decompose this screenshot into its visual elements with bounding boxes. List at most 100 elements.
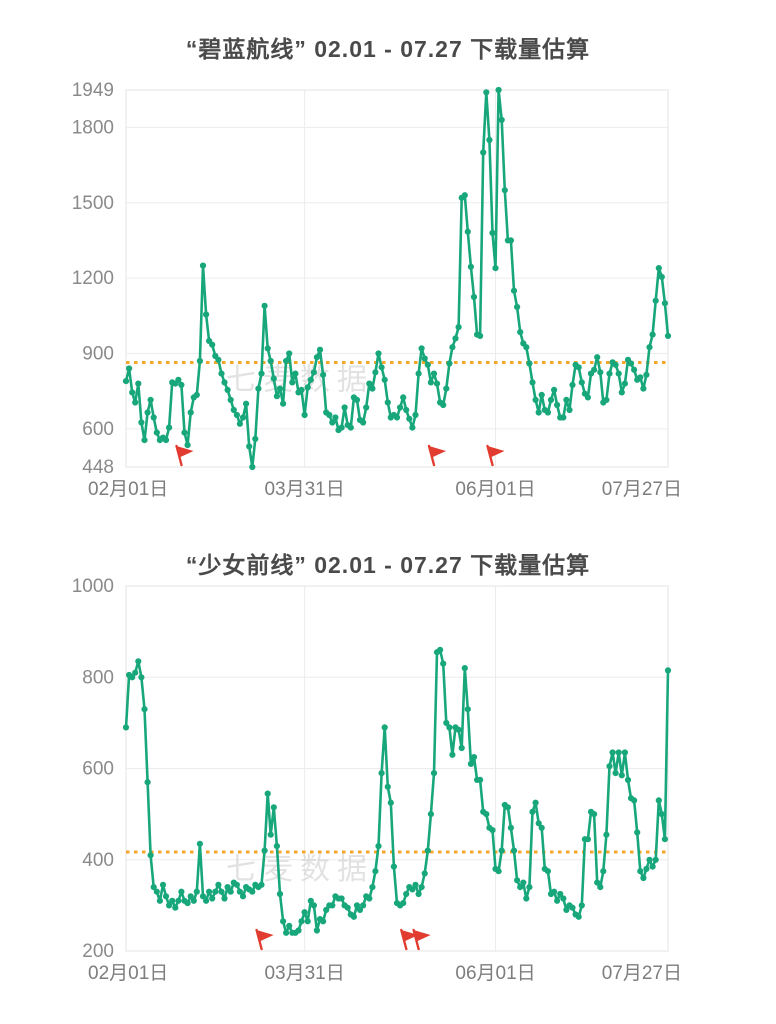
data-point xyxy=(470,293,478,301)
data-point xyxy=(495,86,502,94)
data-point xyxy=(261,302,268,309)
data-point xyxy=(138,674,145,681)
data-point xyxy=(270,804,277,811)
data-point xyxy=(612,770,619,777)
y-gridlines xyxy=(126,89,668,468)
data-point xyxy=(298,386,305,393)
data-point xyxy=(295,927,302,934)
x-tick-label: 03月31日 xyxy=(264,963,344,984)
data-point xyxy=(384,399,391,406)
data-point xyxy=(510,847,518,854)
data-point xyxy=(378,364,385,371)
data-point xyxy=(332,414,339,421)
data-point xyxy=(529,379,536,386)
data-point xyxy=(664,667,672,674)
data-point xyxy=(646,344,653,351)
data-point xyxy=(535,820,542,827)
data-point xyxy=(532,799,539,806)
data-point xyxy=(360,902,367,909)
data-point xyxy=(393,414,401,421)
data-point xyxy=(132,399,139,406)
data-point xyxy=(464,228,471,235)
data-point xyxy=(221,379,228,386)
data-point xyxy=(320,918,327,925)
flag-banner xyxy=(487,446,505,457)
data-point xyxy=(554,401,561,409)
data-point xyxy=(597,884,604,891)
plot-border xyxy=(125,89,669,468)
data-point xyxy=(372,868,379,875)
data-point xyxy=(591,811,598,818)
data-point xyxy=(427,379,434,386)
data-point xyxy=(255,385,262,392)
data-point xyxy=(132,669,139,676)
data-point xyxy=(661,836,669,843)
data-point xyxy=(203,311,210,318)
data-point xyxy=(166,902,173,909)
flag-icon xyxy=(412,928,431,951)
x-tick-label: 07月27日 xyxy=(602,479,682,500)
data-point xyxy=(483,811,490,818)
y-tick-label: 400 xyxy=(82,850,114,871)
data-point xyxy=(412,881,419,888)
data-point xyxy=(326,411,333,419)
data-point xyxy=(489,229,496,236)
data-point xyxy=(627,360,635,367)
data-point xyxy=(310,902,317,909)
azur-lane-chart-title: “碧蓝航线” 02.01 - 07.27 下载量估算 xyxy=(185,36,591,62)
data-point xyxy=(286,350,293,357)
data-point xyxy=(258,881,265,888)
data-point xyxy=(230,406,237,414)
y-tick-label: 600 xyxy=(82,419,114,440)
data-point xyxy=(286,922,293,929)
x-tick-label: 06月01日 xyxy=(455,479,535,500)
data-point xyxy=(344,904,351,911)
data-point xyxy=(520,879,527,886)
data-point xyxy=(467,263,474,270)
data-point xyxy=(156,897,163,904)
data-point xyxy=(144,779,151,786)
data-point xyxy=(215,881,222,888)
data-point xyxy=(430,370,438,377)
data-point xyxy=(153,888,160,895)
x-axis-tick-labels: 02月01日 03月31日 06月01日 07月27日 xyxy=(88,479,682,500)
flag-pole xyxy=(427,444,436,467)
data-point xyxy=(464,706,471,713)
data-point xyxy=(489,827,496,834)
data-point xyxy=(227,396,234,403)
data-point xyxy=(184,900,191,907)
data-point xyxy=(449,751,456,758)
data-point xyxy=(384,783,391,790)
data-point xyxy=(221,895,228,902)
data-point xyxy=(575,364,582,371)
data-point xyxy=(236,420,243,427)
data-point xyxy=(196,840,203,847)
data-point xyxy=(501,187,508,194)
data-point xyxy=(313,927,320,934)
data-point xyxy=(655,797,662,804)
data-point xyxy=(597,369,604,376)
data-point xyxy=(538,824,545,831)
data-point xyxy=(298,918,305,925)
data-point xyxy=(535,409,542,416)
data-point xyxy=(162,893,170,900)
data-point xyxy=(307,897,314,904)
data-point xyxy=(578,902,585,909)
y-axis-tick-labels: 1949 1800 1500 1200 900 600 448 xyxy=(72,80,114,478)
data-point xyxy=(227,888,234,895)
data-point xyxy=(418,884,425,891)
data-point xyxy=(249,888,256,895)
data-point xyxy=(366,895,373,902)
data-point xyxy=(504,804,511,811)
data-point xyxy=(122,378,130,385)
data-point xyxy=(203,897,210,904)
data-point xyxy=(178,888,185,895)
data-point xyxy=(643,865,650,872)
data-point xyxy=(603,396,610,403)
data-point xyxy=(514,877,521,884)
data-point xyxy=(135,380,142,387)
data-point xyxy=(514,303,521,311)
flag-pole xyxy=(486,444,494,467)
data-point xyxy=(649,331,656,338)
data-point xyxy=(400,394,407,401)
